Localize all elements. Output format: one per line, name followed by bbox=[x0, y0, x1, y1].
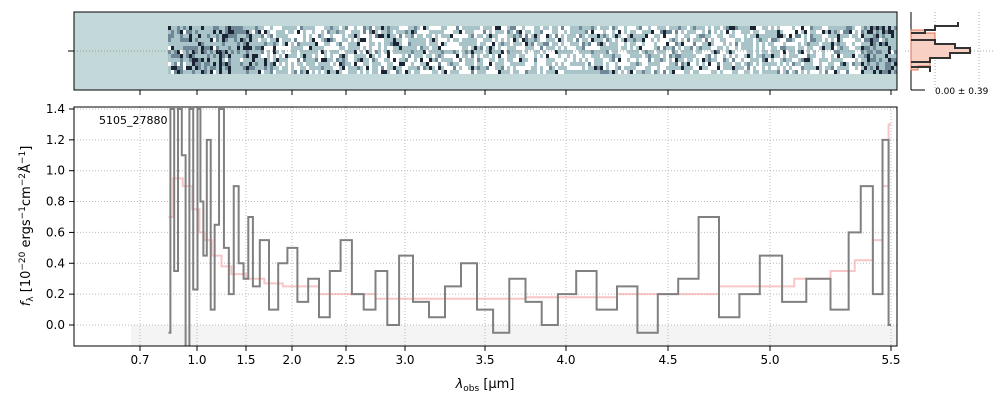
x-tick-label: 5.0 bbox=[760, 353, 779, 367]
x-axis-label: λobs [μm] bbox=[455, 377, 515, 394]
y-tick-label: 0.8 bbox=[46, 195, 65, 209]
x-tick-label: 2.5 bbox=[336, 353, 355, 367]
y-axis-label: fλ [10−20 ergs−1cm−2Å−1] bbox=[18, 146, 36, 307]
y-tick-label: 1.0 bbox=[46, 164, 65, 178]
y-tick-label: 0.2 bbox=[46, 287, 65, 301]
y-tick-label: 0.4 bbox=[46, 256, 65, 270]
data-line bbox=[168, 107, 891, 346]
x-tick-label: 5.5 bbox=[881, 353, 900, 367]
x-tick-label: 3.0 bbox=[395, 353, 414, 367]
y-tick-label: 1.2 bbox=[46, 133, 65, 147]
spectrum-1d-panel: 5105_27880 0.7 1.0 1.5 2.0 2.5 3.0 3.5 4.0 4.5 5.… bbox=[18, 90, 901, 394]
y-tick-label: 0.6 bbox=[46, 225, 65, 239]
y-tick-label: 1.4 bbox=[46, 102, 65, 116]
x-tick-label: 4.5 bbox=[658, 353, 677, 367]
x-tick-label: 4.0 bbox=[556, 353, 575, 367]
x-tick-label: 0.7 bbox=[130, 353, 149, 367]
x-tick-label: 3.5 bbox=[475, 353, 494, 367]
x-tick-label: 2.0 bbox=[282, 353, 301, 367]
residual-histogram: 0.00 ± 0.39 bbox=[905, 12, 995, 97]
x-tick-label: 1.0 bbox=[187, 353, 206, 367]
object-id-label: 5105_27880 bbox=[99, 114, 168, 127]
spectrum-2d-panel bbox=[68, 11, 898, 91]
hist-stat-label: 0.00 ± 0.39 bbox=[935, 87, 989, 97]
y-tick-label: 0.0 bbox=[46, 318, 65, 332]
x-tick-label: 1.5 bbox=[236, 353, 255, 367]
